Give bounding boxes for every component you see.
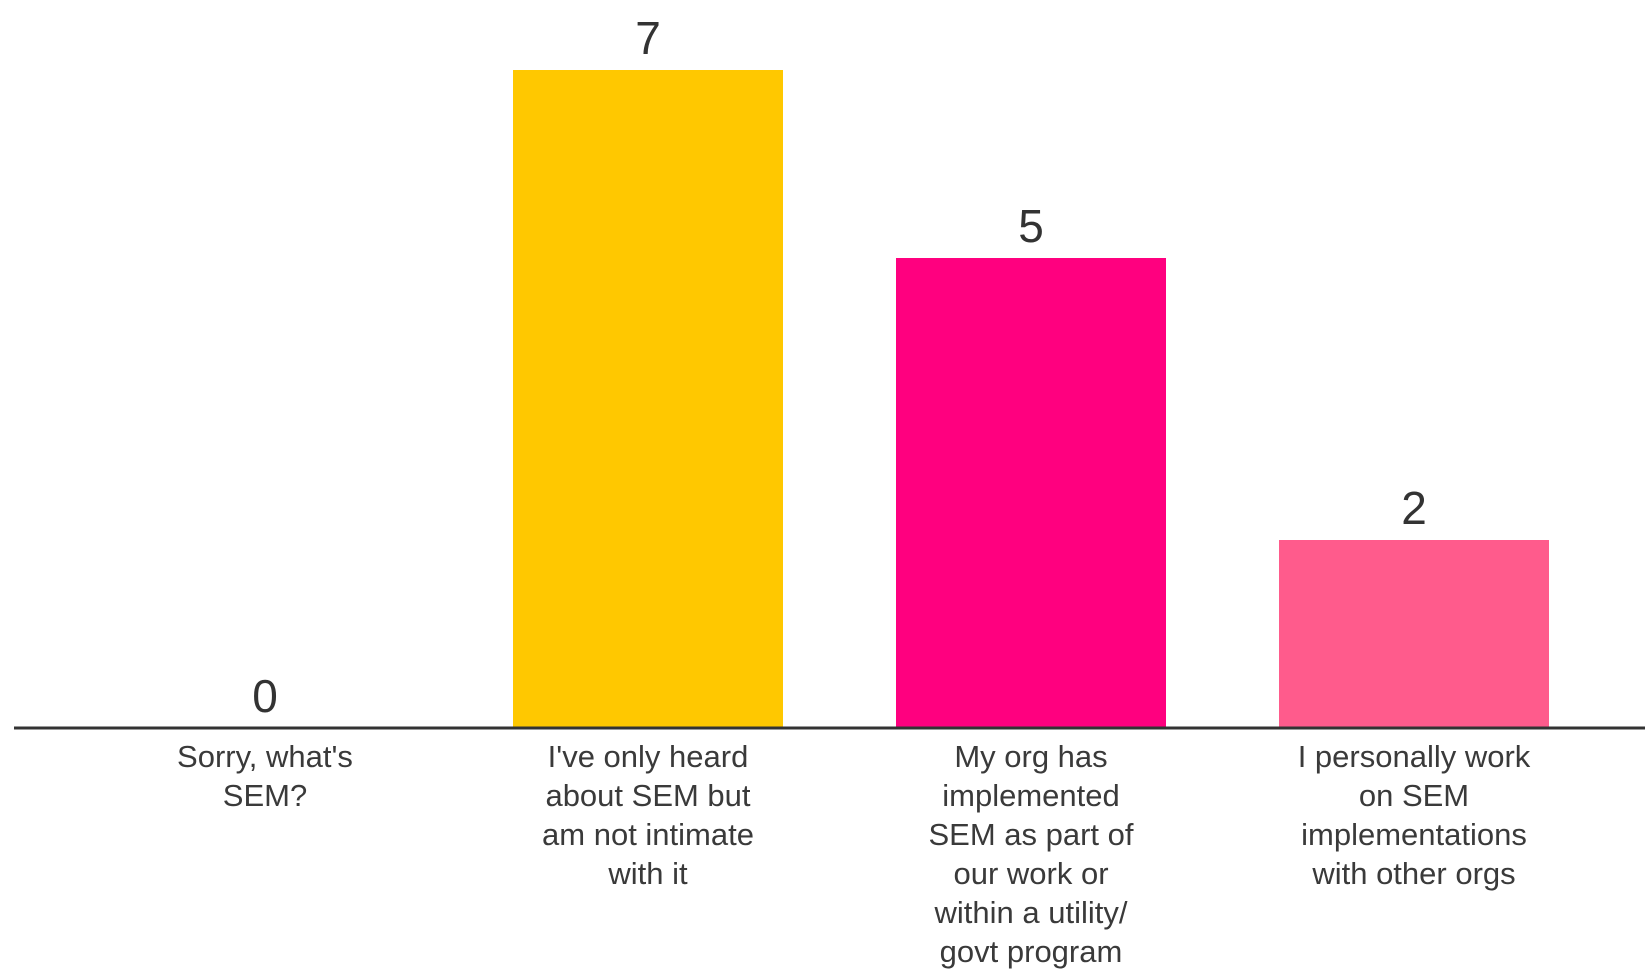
category-label-line: govt program	[940, 934, 1123, 969]
category-label-4: I personally work on SEM implementations wi…	[1298, 739, 1531, 891]
bars-group	[513, 70, 1549, 728]
category-label-line: Sorry, what's	[177, 739, 353, 774]
category-label-1: Sorry, what's SEM?	[177, 739, 353, 813]
category-label-line: implementations	[1301, 817, 1527, 852]
category-labels-group: Sorry, what's SEM? I've only heard about SE…	[177, 739, 1531, 969]
category-label-2: I've only heard about SEM but am not intim…	[542, 739, 754, 891]
category-label-line: My org has	[954, 739, 1107, 774]
category-label-line: SEM as part of	[928, 817, 1133, 852]
category-label-line: about SEM but	[545, 778, 750, 813]
category-label-line: with it	[607, 856, 688, 891]
category-label-line: am not intimate	[542, 817, 754, 852]
value-label-4: 2	[1401, 482, 1427, 534]
value-label-1: 0	[252, 670, 278, 722]
value-label-2: 7	[635, 12, 661, 64]
category-label-line: implemented	[942, 778, 1119, 813]
category-label-line: on SEM	[1359, 778, 1469, 813]
bar-4	[1279, 540, 1549, 728]
value-labels-group: 0 7 5 2	[252, 12, 1427, 722]
bar-2	[513, 70, 783, 728]
category-label-line: SEM?	[223, 778, 307, 813]
category-label-line: I've only heard	[548, 739, 749, 774]
value-label-3: 5	[1018, 200, 1044, 252]
category-label-3: My org has implemented SEM as part of our w…	[928, 739, 1133, 969]
category-label-line: with other orgs	[1311, 856, 1515, 891]
category-label-line: our work or	[953, 856, 1108, 891]
category-label-line: within a utility/	[934, 895, 1128, 930]
category-label-line: I personally work	[1298, 739, 1531, 774]
bar-3	[896, 258, 1166, 728]
